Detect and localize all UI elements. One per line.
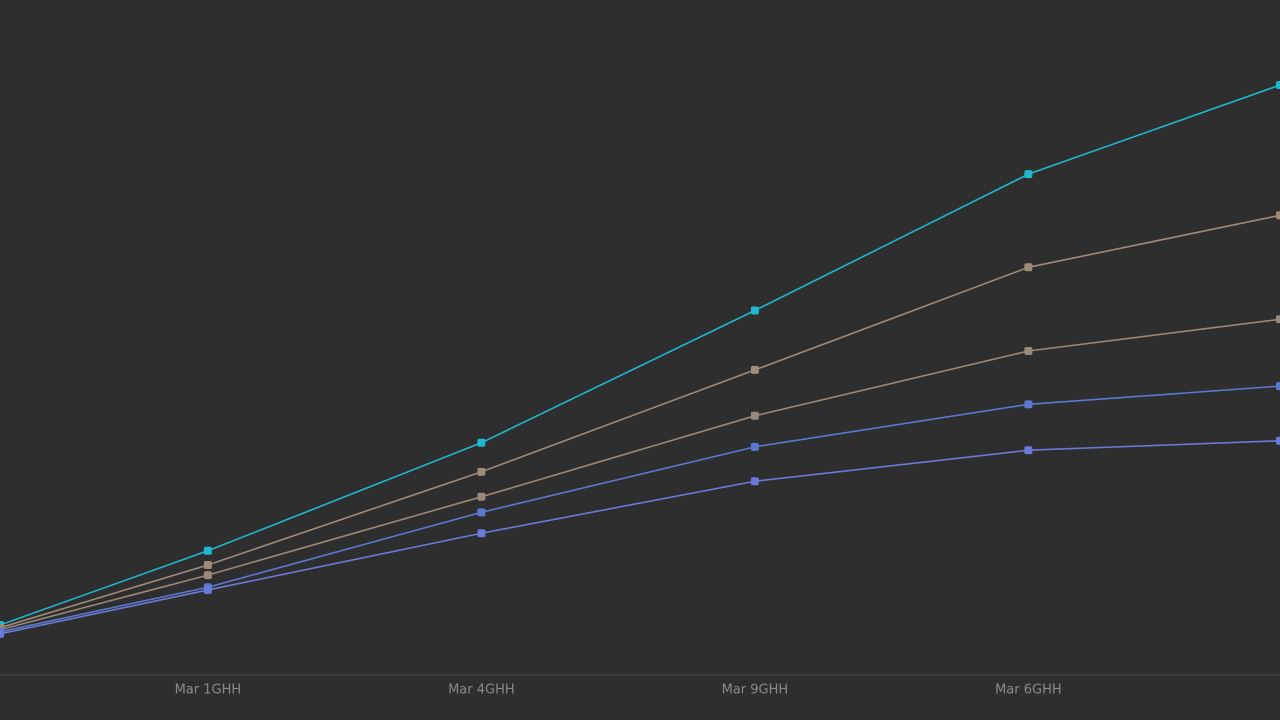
data-point — [477, 492, 486, 501]
data-point — [477, 529, 486, 538]
data-point — [750, 306, 759, 315]
data-point — [1276, 81, 1280, 90]
data-point — [203, 546, 212, 555]
series-line — [0, 439, 1280, 635]
data-point — [1024, 263, 1033, 272]
data-point — [1024, 446, 1033, 455]
data-point — [1276, 382, 1280, 391]
data-point — [750, 477, 759, 486]
data-point — [203, 571, 212, 580]
data-point — [477, 508, 486, 517]
data-point — [1276, 436, 1280, 445]
x-tick-label: Mar 9GHH — [722, 683, 789, 698]
data-point — [203, 560, 212, 569]
data-point — [203, 585, 212, 594]
x-tick-label: Mar 4GHH — [448, 683, 515, 698]
data-point — [1276, 211, 1280, 220]
series-line — [0, 318, 1280, 631]
data-point — [1024, 347, 1033, 355]
data-point — [1024, 400, 1033, 409]
series-line — [0, 385, 1280, 633]
data-point — [1024, 170, 1033, 179]
data-point — [1276, 315, 1280, 324]
series-line — [0, 84, 1280, 626]
data-point — [750, 442, 759, 451]
x-tick-label: Mar 1GHH — [175, 683, 242, 698]
x-tick-label: Mar 6GHH — [995, 683, 1062, 698]
data-point — [750, 365, 759, 374]
data-point — [750, 411, 759, 420]
series-line — [0, 214, 1280, 629]
data-point — [477, 438, 486, 447]
data-point — [0, 629, 4, 638]
data-point — [477, 467, 486, 476]
